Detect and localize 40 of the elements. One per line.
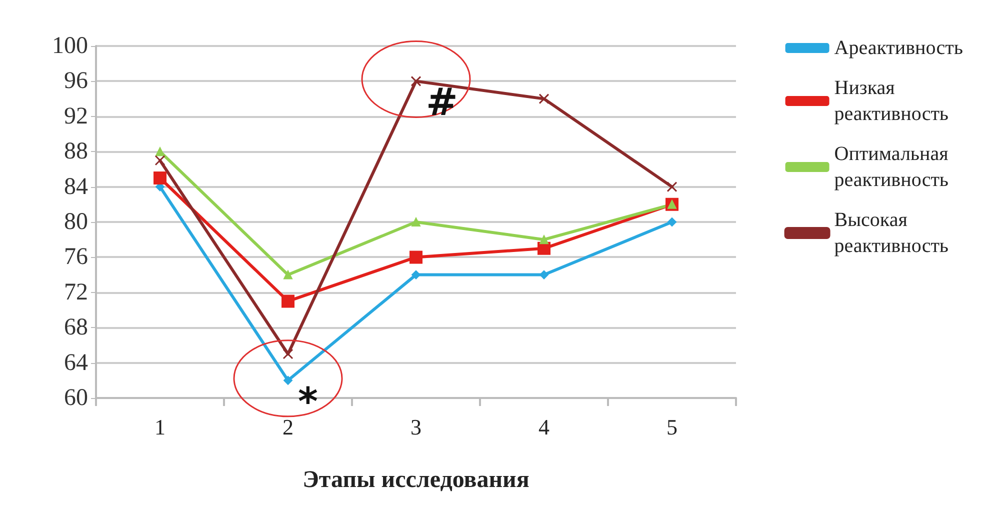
point [284, 270, 292, 280]
legend-label: Низкая реактивность [834, 77, 949, 125]
x-axis-title: Этапы исследования [302, 467, 530, 493]
point [540, 270, 548, 280]
x-tick-label: 1 [154, 414, 166, 440]
x-tick-label: 5 [666, 414, 678, 440]
x-tick-label: 2 [282, 414, 294, 440]
point [284, 376, 292, 385]
y-tick-label: 100 [52, 33, 88, 59]
y-tick-label: 68 [64, 314, 88, 341]
y-tick-label: 72 [64, 279, 88, 306]
point [538, 242, 550, 255]
point [282, 348, 294, 360]
legend-label: Ареактивность [834, 37, 964, 59]
x-tick-label: 3 [410, 414, 422, 440]
y-tick-label: 60 [64, 385, 88, 411]
y-tick-label: 92 [64, 103, 88, 130]
y-tick-label: 88 [64, 138, 88, 165]
point [282, 294, 294, 308]
point [412, 270, 420, 280]
point [666, 182, 678, 192]
y-tick-label: 80 [64, 209, 88, 235]
point [540, 235, 548, 244]
point [412, 218, 420, 226]
annotation: # [426, 80, 458, 124]
point [154, 172, 166, 184]
y-tick-label: 76 [64, 244, 88, 270]
point [156, 147, 164, 156]
y-tick-label: 64 [64, 350, 88, 376]
point [410, 250, 422, 264]
y-tick-label: 96 [64, 68, 88, 94]
legend-label: Высокая реактивность [834, 209, 949, 257]
point [410, 76, 422, 86]
legend-label: Оптимальная реактивность [834, 143, 949, 191]
point [538, 94, 550, 104]
annotation: * [298, 379, 318, 424]
x-tick-label: 4 [538, 414, 550, 440]
point [154, 155, 166, 166]
point [668, 218, 676, 226]
y-tick-label: 84 [64, 174, 88, 200]
